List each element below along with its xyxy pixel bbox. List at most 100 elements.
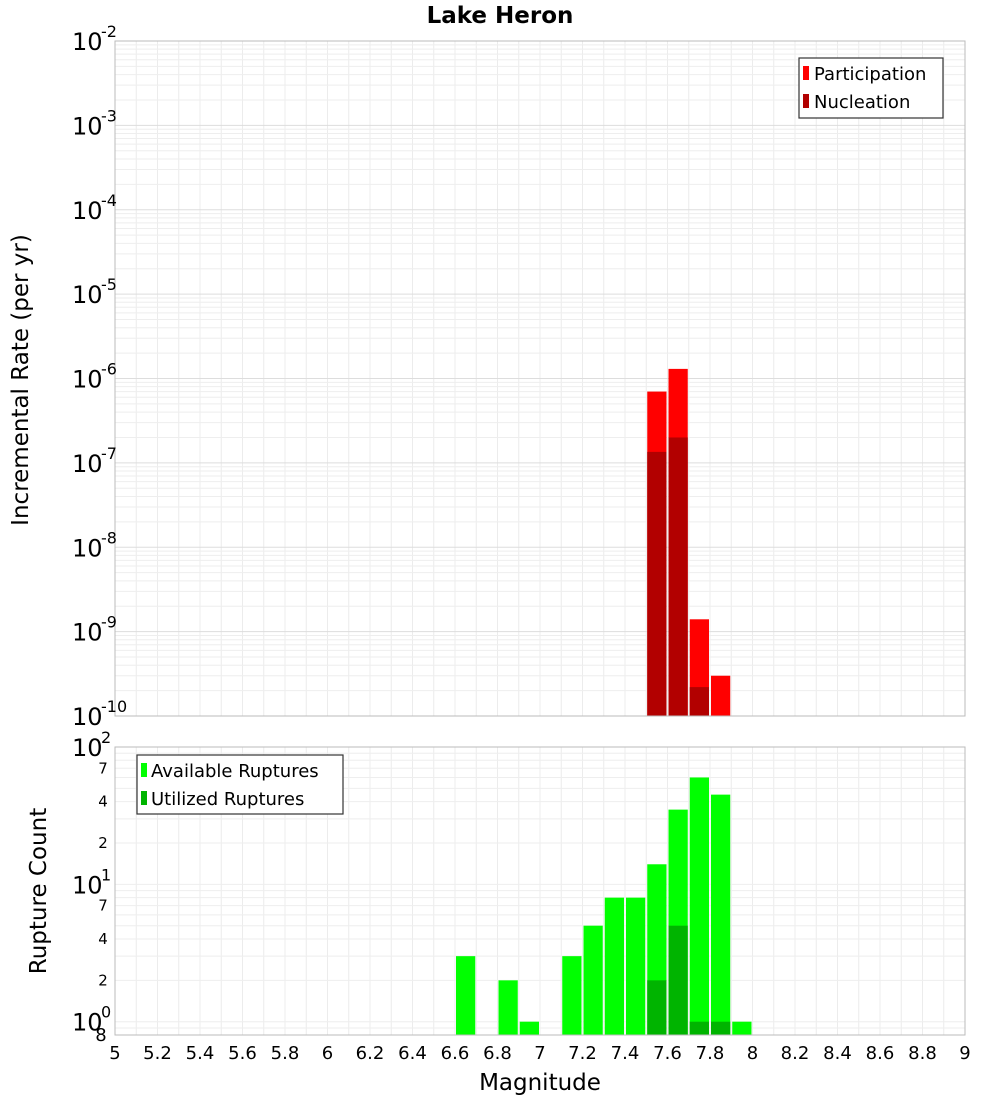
- bottom-y-tick-minor: 7: [98, 759, 108, 777]
- svg-text:-9: -9: [101, 613, 117, 632]
- svg-text:10: 10: [72, 197, 103, 225]
- rate-bar-b: [668, 437, 688, 716]
- x-tick-label: 7.6: [653, 1043, 682, 1064]
- bottom-y-tick-minor: 4: [98, 793, 108, 811]
- x-tick-labels: 5 5.2 5.4 5.6 5.8 6 6.2 6.4 6.6 6.8 7 7.2 7.4 7.6 7.8 8…: [109, 1043, 970, 1064]
- svg-text:10: 10: [72, 534, 103, 562]
- svg-text:-3: -3: [101, 106, 117, 125]
- bottom-legend: Available Ruptures Utilized Ruptures: [136, 754, 344, 815]
- svg-text:10: 10: [72, 734, 103, 762]
- bottom-y-tick-major: 100: [72, 1003, 111, 1037]
- x-tick-label: 6: [322, 1043, 333, 1064]
- svg-text:10: 10: [72, 112, 103, 140]
- x-tick-label: 8.2: [781, 1043, 810, 1064]
- x-tick-label: 7.2: [568, 1043, 597, 1064]
- participation-legend-label: Participation: [814, 64, 926, 85]
- svg-text:10: 10: [72, 28, 103, 56]
- top-y-tick-labels: 10-210-310-410-510-610-710-810-910-10: [72, 22, 127, 731]
- count-bar-b: [668, 925, 688, 1035]
- count-bar-a: [583, 925, 603, 1035]
- svg-text:10: 10: [72, 619, 103, 647]
- x-tick-label: 7.8: [696, 1043, 725, 1064]
- count-bar-a: [519, 1021, 539, 1035]
- x-tick-label: 5.8: [271, 1043, 300, 1064]
- x-tick-label: 5: [109, 1043, 120, 1064]
- bottom-plot-frame: [114, 746, 966, 1036]
- svg-text:1: 1: [101, 865, 111, 884]
- available-legend-swatch: [141, 763, 147, 777]
- rate-bar-a: [711, 675, 731, 716]
- top-y-tick-label: 10-7: [72, 444, 117, 478]
- count-bar-a: [604, 897, 624, 1035]
- svg-text:10: 10: [72, 1009, 103, 1037]
- svg-text:2: 2: [101, 728, 111, 747]
- x-tick-label: 6.4: [398, 1043, 427, 1064]
- svg-text:10: 10: [72, 871, 103, 899]
- count-bar-b: [689, 1021, 709, 1035]
- svg-text:10: 10: [72, 281, 103, 309]
- x-tick-label: 8.8: [908, 1043, 937, 1064]
- bottom-bars: [456, 777, 752, 1035]
- count-bar-b: [647, 980, 667, 1035]
- top-y-tick-label: 10-5: [72, 275, 117, 309]
- rate-bar-b: [689, 687, 709, 716]
- bottom-y-tick-minor: 4: [98, 930, 108, 948]
- svg-text:-2: -2: [101, 22, 117, 41]
- bottom-y-tick-minor: 2: [98, 834, 108, 852]
- svg-text:-7: -7: [101, 444, 117, 463]
- bottom-y-tick-minor: 8: [95, 1025, 106, 1046]
- count-bar-a: [732, 1021, 752, 1035]
- svg-text:0: 0: [101, 1003, 111, 1022]
- top-y-tick-label: 10-3: [72, 106, 117, 140]
- top-y-tick-label: 10-6: [72, 360, 117, 394]
- svg-text:10: 10: [72, 703, 103, 731]
- svg-text:10: 10: [72, 450, 103, 478]
- top-y-tick-label: 10-8: [72, 528, 117, 562]
- top-y-axis-label: Incremental Rate (per yr): [8, 234, 34, 526]
- bottom-y-tick-major: 101: [72, 865, 111, 899]
- chart-title: Lake Heron: [427, 3, 574, 29]
- x-tick-label: 8.6: [866, 1043, 895, 1064]
- nucleation-legend-label: Nucleation: [814, 92, 910, 113]
- count-bar-a: [626, 897, 646, 1035]
- top-legend: Participation Nucleation: [798, 57, 944, 119]
- x-tick-label: 9: [959, 1043, 970, 1064]
- utilized-legend-swatch: [141, 791, 147, 805]
- x-tick-label: 7: [534, 1043, 545, 1064]
- x-tick-label: 6.8: [483, 1043, 512, 1064]
- rate-bar-b: [647, 451, 667, 716]
- x-tick-label: 6.6: [441, 1043, 470, 1064]
- count-bar-a: [689, 777, 709, 1035]
- svg-text:10: 10: [72, 366, 103, 394]
- top-y-tick-label: 10-2: [72, 22, 117, 56]
- utilized-legend-label: Utilized Ruptures: [151, 789, 304, 810]
- x-tick-label: 5.2: [143, 1043, 172, 1064]
- svg-text:-5: -5: [101, 275, 117, 294]
- top-gridlines: [114, 41, 966, 717]
- x-tick-label: 8: [747, 1043, 758, 1064]
- nucleation-legend-swatch: [803, 94, 809, 108]
- x-tick-label: 6.2: [356, 1043, 385, 1064]
- bottom-y-tick-major: 102: [72, 728, 111, 762]
- top-bars: [647, 368, 731, 716]
- svg-text:-4: -4: [101, 191, 117, 210]
- bottom-y-tick-minor: 7: [98, 897, 108, 915]
- svg-text:-6: -6: [101, 360, 117, 379]
- available-legend-label: Available Ruptures: [151, 761, 319, 782]
- x-tick-label: 8.4: [823, 1043, 852, 1064]
- top-y-tick-label: 10-9: [72, 613, 117, 647]
- count-bar-a: [498, 980, 518, 1035]
- top-legend-box: [798, 57, 944, 119]
- x-axis-label: Magnitude: [479, 1070, 601, 1096]
- bottom-y-tick-minor: 2: [98, 971, 108, 989]
- x-tick-label: 7.4: [611, 1043, 640, 1064]
- bottom-legend-box: [136, 754, 344, 815]
- svg-text:-10: -10: [101, 697, 127, 716]
- svg-text:-8: -8: [101, 528, 117, 547]
- count-bar-b: [711, 1021, 731, 1035]
- participation-legend-swatch: [803, 66, 809, 80]
- count-bar-a: [562, 956, 582, 1035]
- x-tick-label: 5.6: [228, 1043, 257, 1064]
